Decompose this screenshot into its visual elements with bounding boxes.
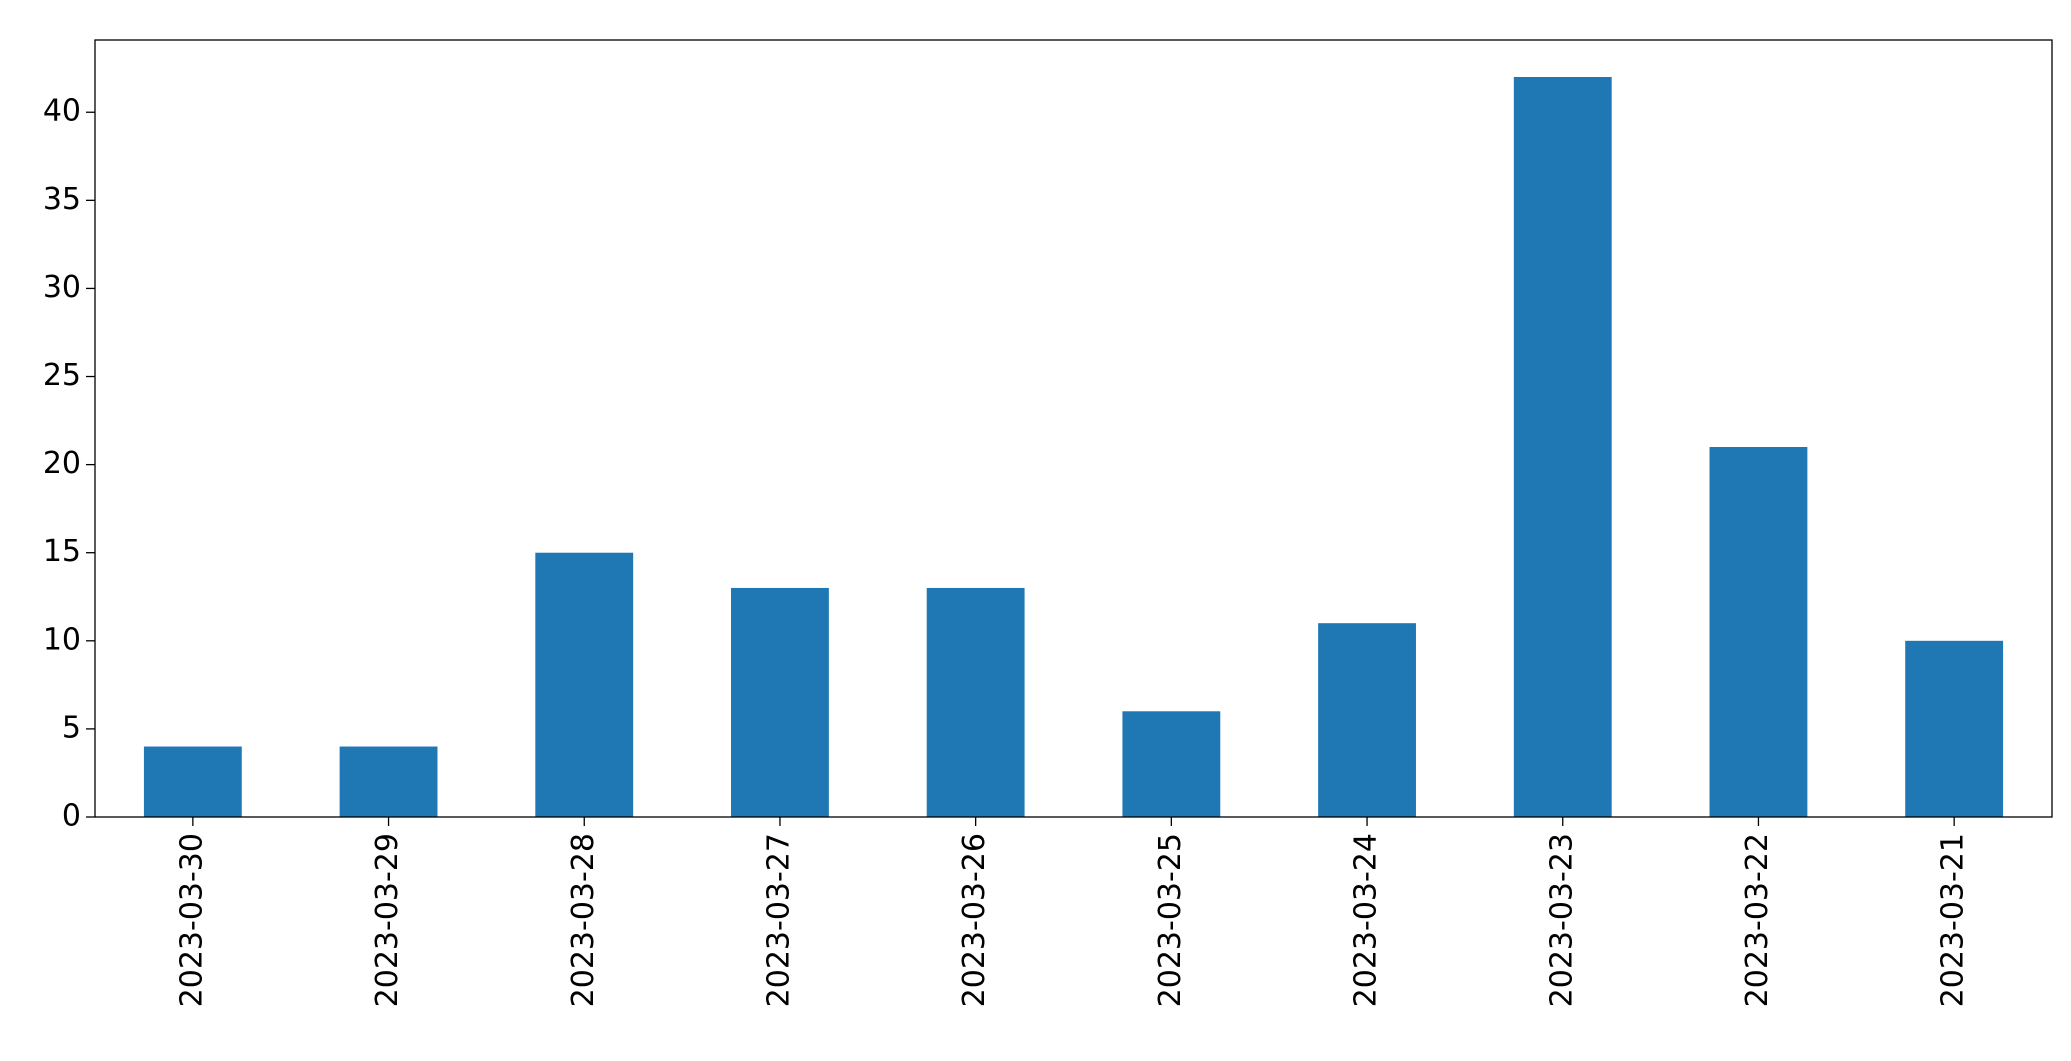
plot-frame xyxy=(94,39,2053,818)
x-tick-label: 2023-03-30 xyxy=(174,833,209,1007)
x-tick-label: 2023-03-29 xyxy=(370,833,405,1007)
y-tick-label: 30 xyxy=(43,270,81,305)
x-tick-label: 2023-03-22 xyxy=(1740,833,1775,1007)
y-tick-label: 40 xyxy=(43,94,81,129)
y-tick-label: 35 xyxy=(43,182,81,217)
y-tick-label: 5 xyxy=(62,710,81,745)
bar xyxy=(926,587,1025,817)
bar xyxy=(1905,640,2004,817)
bar xyxy=(535,552,634,817)
x-tick-label: 2023-03-23 xyxy=(1544,833,1579,1007)
x-tick-label: 2023-03-26 xyxy=(957,833,992,1007)
bar xyxy=(1318,623,1416,817)
x-tick-label: 2023-03-28 xyxy=(566,833,601,1007)
x-tick-label: 2023-03-21 xyxy=(1936,833,1971,1007)
bar xyxy=(143,746,242,817)
bar xyxy=(1709,447,1808,817)
y-tick-label: 0 xyxy=(62,799,81,834)
bar xyxy=(1122,711,1221,817)
x-tick-label: 2023-03-24 xyxy=(1349,833,1384,1007)
bar xyxy=(339,746,438,817)
x-tick-label: 2023-03-25 xyxy=(1153,833,1188,1007)
y-tick-label: 20 xyxy=(43,446,81,481)
bar xyxy=(731,587,829,817)
y-tick-label: 15 xyxy=(43,534,81,569)
y-tick-label: 25 xyxy=(43,358,81,393)
x-tick-label: 2023-03-27 xyxy=(761,833,796,1007)
y-tick-label: 10 xyxy=(43,622,81,657)
bar xyxy=(1513,77,1612,817)
